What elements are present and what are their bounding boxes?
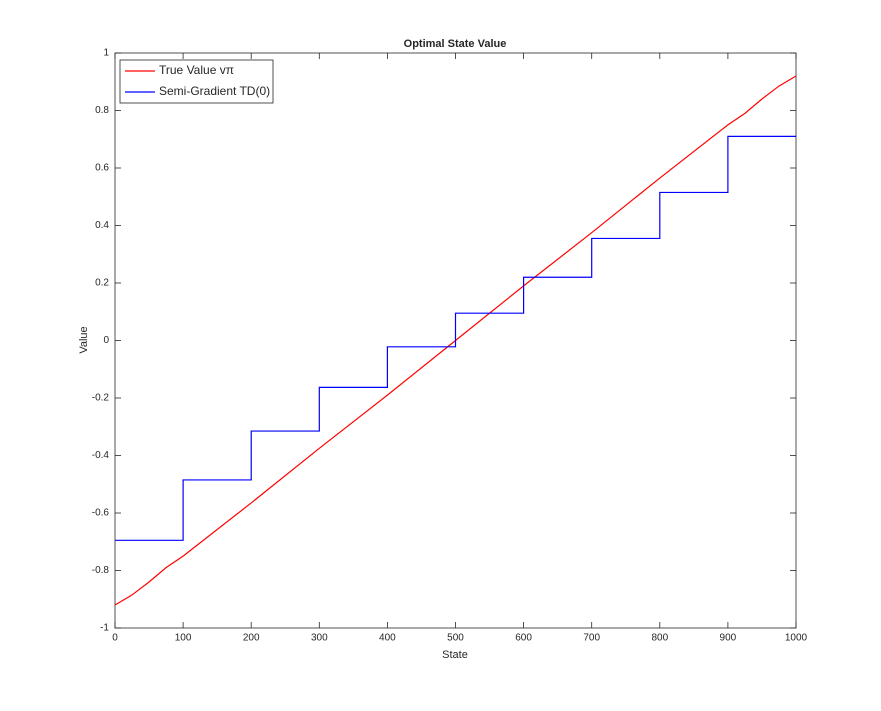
legend-label: True Value vπ <box>159 63 234 77</box>
x-tick-label: 200 <box>243 633 260 644</box>
y-tick-label: -0.4 <box>92 450 110 461</box>
y-tick-label: -0.6 <box>92 508 110 519</box>
y-tick-label: 0.8 <box>95 105 109 116</box>
y-tick-label: -0.8 <box>92 565 110 576</box>
x-tick-label: 900 <box>720 633 737 644</box>
legend-label: Semi-Gradient TD(0) <box>159 84 270 98</box>
y-tick-label: 0.4 <box>95 220 109 231</box>
x-axis-label: State <box>442 649 468 661</box>
y-tick-label: 0 <box>103 335 109 346</box>
x-tick-label: 700 <box>583 633 600 644</box>
legend-box <box>119 59 274 104</box>
x-tick-label: 1000 <box>785 633 808 644</box>
x-tick-label: 400 <box>379 633 396 644</box>
chart-title: Optimal State Value <box>404 38 507 50</box>
x-tick-label: 500 <box>447 633 464 644</box>
y-axis-label: Value <box>78 326 90 353</box>
x-tick-label: 600 <box>515 633 532 644</box>
y-tick-label: 0.2 <box>95 278 109 289</box>
y-tick-label: 0.6 <box>95 163 109 174</box>
y-tick-label: -0.2 <box>92 393 110 404</box>
y-tick-label: -1 <box>100 623 109 634</box>
x-tick-label: 0 <box>112 633 118 644</box>
x-tick-label: 300 <box>311 633 328 644</box>
x-tick-label: 100 <box>175 633 192 644</box>
y-tick-label: 1 <box>103 48 109 59</box>
x-tick-label: 800 <box>651 633 668 644</box>
series-line <box>115 135 796 541</box>
